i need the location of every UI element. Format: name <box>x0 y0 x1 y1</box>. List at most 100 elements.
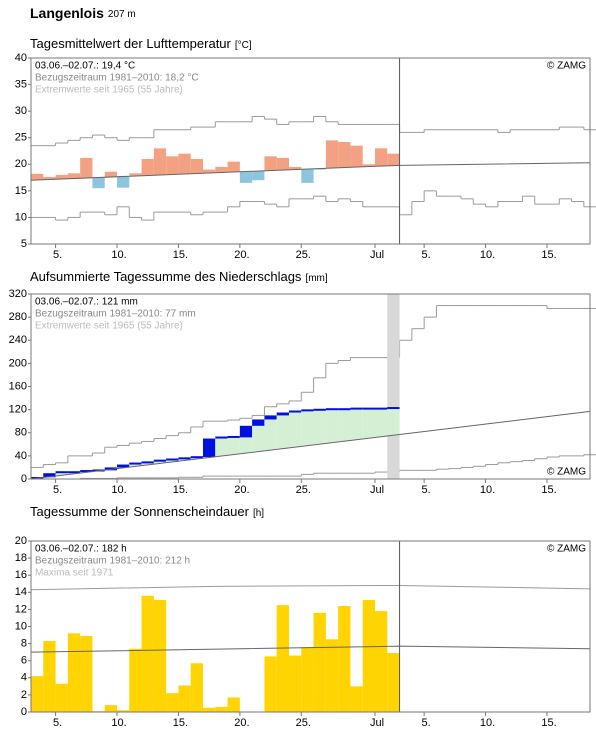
surplus-fill <box>375 409 388 437</box>
surplus-fill <box>362 409 375 439</box>
precip-step <box>190 456 203 459</box>
x-tick-label: 10. <box>111 717 126 729</box>
temperature-bar <box>117 176 130 188</box>
surplus-fill <box>276 412 289 449</box>
sunshine-bar <box>338 605 351 712</box>
y-tick-label: 120 <box>9 404 27 416</box>
credit: © ZAMG <box>547 544 586 555</box>
title-unit: [mm] <box>305 273 327 284</box>
chart-title: Tagessumme der Sonnenscheindauer [h] <box>30 504 264 519</box>
x-tick-label: 25. <box>296 249 311 261</box>
temperature-bar <box>215 166 228 173</box>
surplus-fill <box>215 437 228 457</box>
x-tick-label: 10. <box>480 484 495 496</box>
sunshine-bar <box>129 648 142 712</box>
x-tick-label: 10. <box>480 249 495 261</box>
title-text: Aufsummierte Tagessumme des Niederschlag… <box>30 269 302 284</box>
y-tick-label: 6 <box>21 655 27 667</box>
x-tick-label: 15. <box>541 484 556 496</box>
sunshine-bar <box>375 611 388 712</box>
info-box <box>32 59 232 97</box>
surplus-fill <box>301 410 314 446</box>
x-tick-label: Jul <box>370 249 384 261</box>
info-box <box>32 542 232 580</box>
precip-step <box>338 408 351 411</box>
temperature-bar <box>325 140 339 169</box>
surplus-fill <box>227 437 240 455</box>
sunshine-bar <box>43 641 56 712</box>
y-tick-label: 160 <box>9 380 27 392</box>
precip-step <box>350 407 363 410</box>
y-tick-label: 40 <box>15 52 27 64</box>
precip-step <box>178 457 191 460</box>
surplus-fill <box>264 415 277 451</box>
y-tick-label: 5 <box>21 238 27 250</box>
precip-step <box>301 409 314 412</box>
x-tick-label: Jul <box>370 717 384 729</box>
y-tick-label: 15 <box>15 185 27 197</box>
temperature-bar <box>141 158 154 176</box>
y-tick-label: 0 <box>21 706 27 718</box>
y-tick-label: 80 <box>15 427 27 439</box>
sunshine-bar <box>362 599 375 712</box>
credit: © ZAMG <box>547 467 586 478</box>
temperature-bar <box>338 141 351 168</box>
y-tick-label: 10 <box>15 620 27 632</box>
x-tick-label: 15. <box>173 484 188 496</box>
sunshine-bar <box>264 656 277 712</box>
precip-step <box>252 419 265 426</box>
x-tick-label: 20. <box>234 717 249 729</box>
sunshine-bar <box>190 663 203 712</box>
sunshine-bar <box>80 635 93 712</box>
sunshine-bar <box>203 707 216 712</box>
temperature-bar <box>31 173 44 180</box>
precip-step <box>43 473 56 478</box>
x-tick-label: 5. <box>422 249 431 261</box>
precip-step <box>313 408 326 411</box>
sunshine-bar <box>215 706 228 712</box>
temperature-bar <box>166 156 179 175</box>
precip-step <box>141 461 154 464</box>
info-line: 03.06.–02.07.: 19,4 °C <box>35 61 135 72</box>
sunshine-bar <box>141 595 154 712</box>
temperature-bar <box>92 177 105 189</box>
chart-title: Aufsummierte Tagessumme des Niederschlag… <box>30 269 328 284</box>
temperature-bar <box>203 169 216 174</box>
precip-step <box>289 410 302 413</box>
sunshine-bar <box>227 697 240 712</box>
surplus-fill <box>55 473 68 476</box>
precip-step <box>387 407 400 410</box>
x-tick-label: 10. <box>111 249 126 261</box>
x-tick-label: 5. <box>422 717 431 729</box>
temperature-bar <box>362 164 375 167</box>
temperature-bar <box>289 166 302 170</box>
x-tick-label: 25. <box>296 717 311 729</box>
x-tick-label: 5. <box>53 484 62 496</box>
surplus-fill <box>387 409 400 436</box>
x-tick-label: 15. <box>541 717 556 729</box>
y-tick-label: 25 <box>15 132 27 144</box>
title-unit: [h] <box>253 508 264 519</box>
surplus-fill <box>289 411 302 448</box>
temperature-bar <box>239 171 253 183</box>
temperature-bar <box>67 173 81 179</box>
y-tick-label: 35 <box>15 78 27 90</box>
sunshine-bar <box>117 710 130 712</box>
surplus-fill <box>153 460 167 464</box>
x-tick-label: 5. <box>53 249 62 261</box>
sunshine-bar <box>313 612 326 712</box>
precip-step <box>264 415 277 420</box>
y-tick-label: 12 <box>15 603 27 615</box>
y-tick-label: 16 <box>15 569 27 581</box>
surplus-fill <box>313 410 326 445</box>
x-tick-label: 15. <box>173 249 188 261</box>
temperature-bar <box>350 145 363 168</box>
title-text: Tagessumme der Sonnenscheindauer <box>30 504 250 519</box>
y-tick-label: 20 <box>15 158 27 170</box>
x-tick-label: 5. <box>53 717 62 729</box>
y-tick-label: 40 <box>15 450 27 462</box>
y-tick-label: 240 <box>9 334 27 346</box>
sunshine-bar <box>301 647 314 712</box>
temperature-bar <box>178 153 191 175</box>
y-tick-label: 320 <box>9 288 27 300</box>
